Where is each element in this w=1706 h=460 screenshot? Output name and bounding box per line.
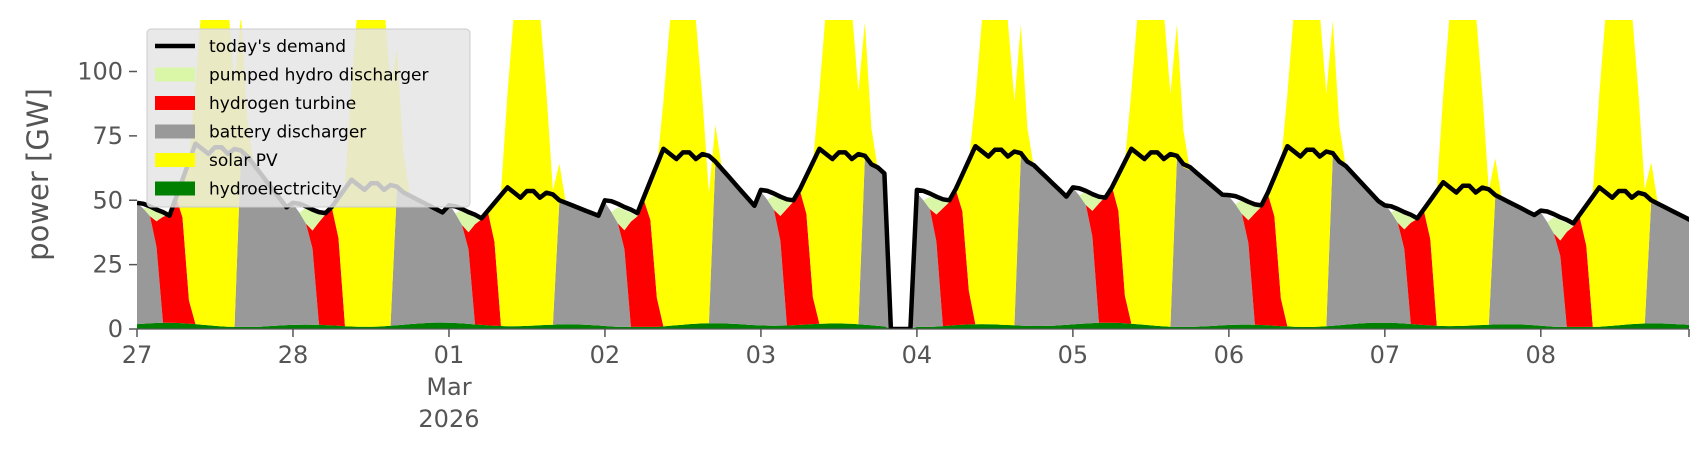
x-tick-label: 28 [278, 341, 309, 369]
x-tick-label: 03 [746, 341, 777, 369]
x-tick-label: 05 [1058, 341, 1089, 369]
hydroelectricity-area [137, 322, 1689, 329]
legend-swatch [155, 67, 195, 82]
x-tick-label: 27 [122, 341, 153, 369]
y-tick-label: 0 [108, 315, 123, 343]
solar-pv-area [137, 20, 1689, 329]
legend-label: hydrogen turbine [209, 94, 356, 114]
legend-box [146, 28, 471, 208]
legend-label: hydroelectricity [209, 180, 342, 200]
legend-swatch [155, 153, 195, 167]
legend-swatch [155, 124, 195, 139]
legend-swatch [155, 96, 195, 110]
x-tick-label: 02 [590, 341, 621, 369]
x-tick-year-label: 2026 [418, 405, 479, 433]
legend: today's demand pumped hydro discharger hyd… [146, 28, 471, 208]
y-tick-label: 75 [92, 122, 123, 150]
legend-swatch [155, 181, 195, 196]
x-tick-label: 04 [902, 341, 933, 369]
legend-label: today's demand [209, 37, 346, 57]
x-tick-label: 07 [1370, 341, 1401, 369]
x-tick-month-label: Mar [426, 373, 471, 401]
legend-label: battery discharger [209, 123, 366, 143]
x-tick-label: 06 [1214, 341, 1245, 369]
y-axis-label: power [GW] [21, 88, 55, 261]
x-tick-label: 08 [1526, 341, 1557, 369]
y-tick-label: 100 [77, 58, 123, 86]
x-tick-label: 01 [434, 341, 465, 369]
axes: 0 25 50 75 100 27 28 01 Mar 2026 02 03 04 05 06 07 08 pow… [21, 58, 1690, 433]
y-tick-label: 25 [92, 251, 123, 279]
y-tick-label: 50 [92, 186, 123, 214]
legend-label: solar PV [209, 151, 278, 171]
legend-label: pumped hydro discharger [209, 66, 428, 86]
